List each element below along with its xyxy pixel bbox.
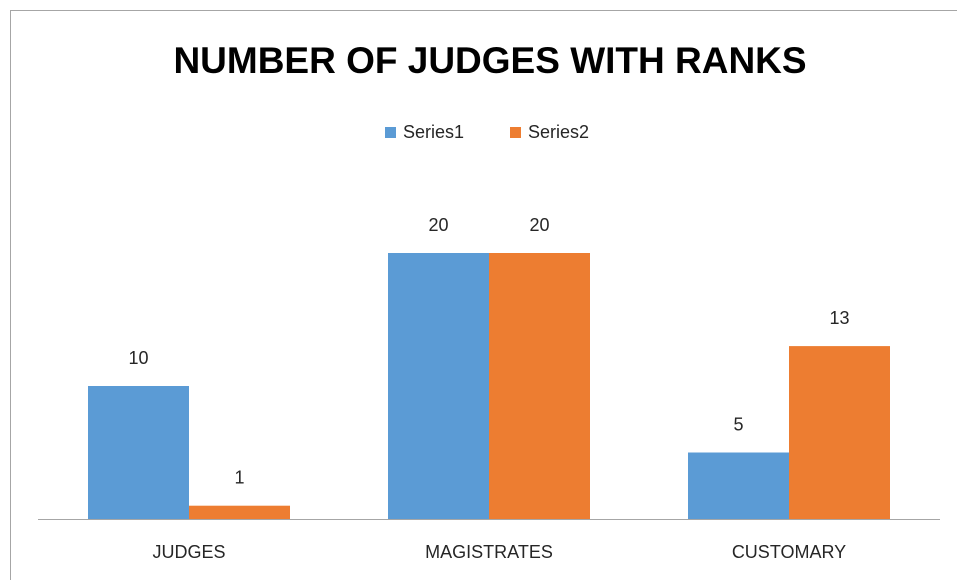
legend-label: Series1	[403, 122, 464, 142]
legend-label: Series2	[528, 122, 589, 142]
data-label: 20	[428, 215, 448, 235]
bar	[189, 505, 290, 519]
data-label: 1	[234, 467, 244, 487]
bar	[489, 253, 590, 519]
data-label: 10	[128, 348, 148, 368]
bar	[88, 386, 189, 519]
data-label: 20	[529, 215, 549, 235]
x-tick-label: MAGISTRATES	[425, 542, 553, 562]
data-label: 13	[829, 308, 849, 328]
bar	[688, 452, 789, 519]
legend-swatch	[385, 127, 396, 138]
x-tick-label: JUDGES	[152, 542, 225, 562]
legend-swatch	[510, 127, 521, 138]
bar	[789, 346, 890, 519]
chart-title: NUMBER OF JUDGES WITH RANKS	[173, 40, 806, 81]
x-tick-label: CUSTOMARY	[732, 542, 846, 562]
bar	[388, 253, 489, 519]
data-label: 5	[733, 414, 743, 434]
